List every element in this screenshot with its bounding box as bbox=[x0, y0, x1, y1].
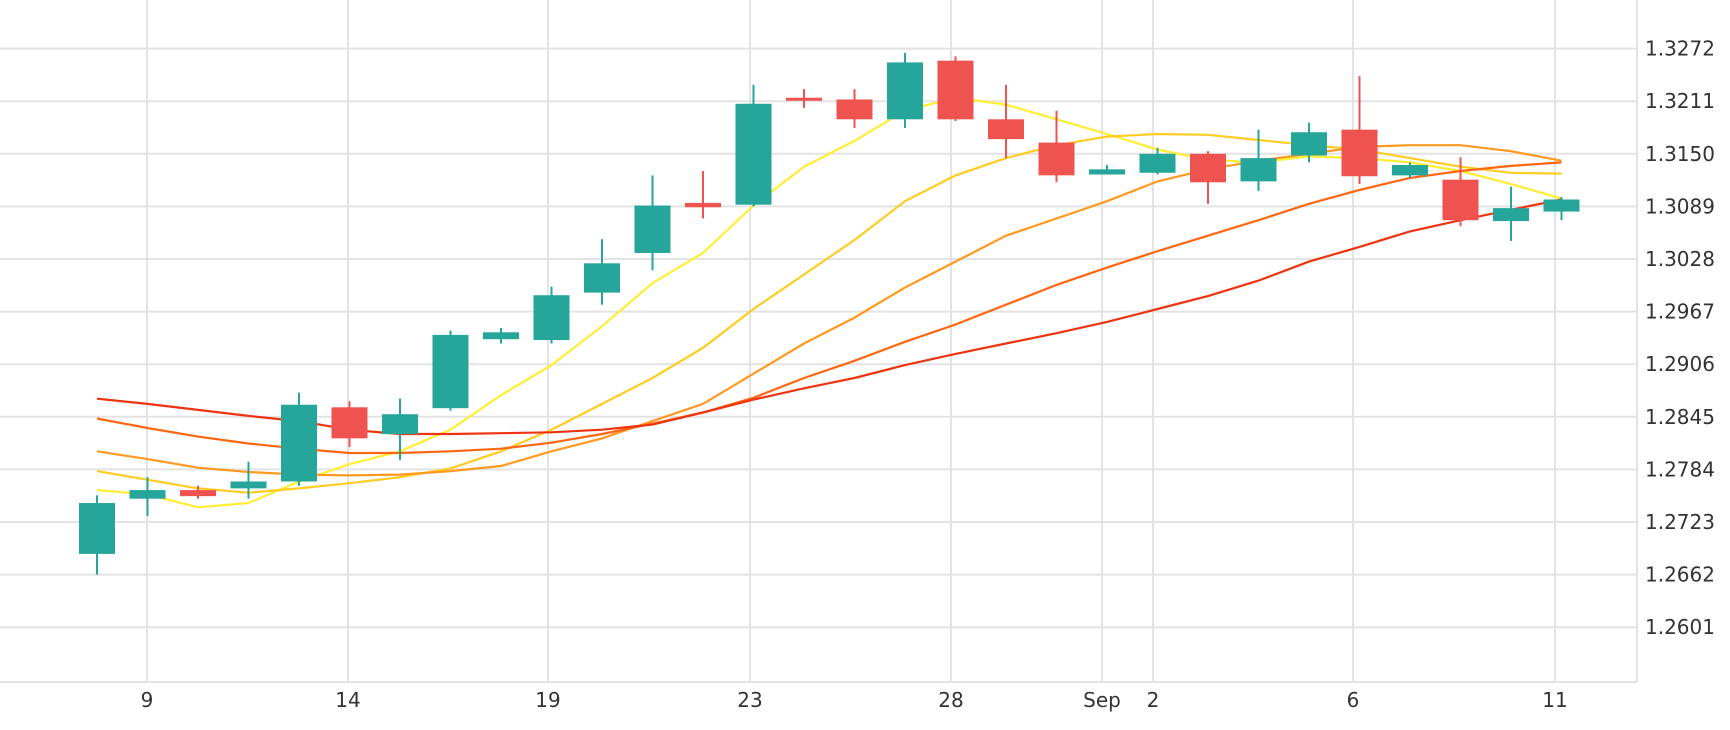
x-tick-label: 14 bbox=[335, 688, 360, 712]
candle-body bbox=[634, 205, 671, 253]
candle-body bbox=[887, 62, 923, 120]
candle-body bbox=[281, 404, 317, 482]
y-tick-label: 1.2723 bbox=[1645, 510, 1715, 534]
candle-body bbox=[432, 334, 469, 409]
candle bbox=[1493, 186, 1529, 241]
candle-body bbox=[483, 332, 519, 340]
candle-body bbox=[1493, 208, 1529, 222]
candle-body bbox=[1291, 132, 1327, 156]
candle-body bbox=[1240, 158, 1277, 182]
candle-body bbox=[584, 263, 620, 293]
candle-body bbox=[988, 119, 1024, 140]
x-tick-label: 6 bbox=[1347, 688, 1360, 712]
candle-body bbox=[685, 202, 721, 208]
candle-body bbox=[533, 295, 570, 341]
candle-body bbox=[1038, 142, 1075, 176]
y-tick-label: 1.3272 bbox=[1645, 37, 1715, 61]
x-tick-label: Sep bbox=[1083, 688, 1121, 712]
candle bbox=[887, 52, 923, 128]
candle bbox=[1291, 122, 1327, 163]
candle bbox=[281, 392, 317, 486]
y-tick-label: 1.3211 bbox=[1645, 89, 1715, 113]
x-axis: 9 14 19 23 28 Sep 2 6 11 bbox=[141, 688, 1568, 712]
candles bbox=[79, 52, 1580, 575]
candle bbox=[382, 398, 418, 460]
candle-body bbox=[331, 407, 368, 439]
y-tick-label: 1.3028 bbox=[1645, 247, 1715, 271]
candle bbox=[1038, 110, 1075, 183]
x-tick-label: 2 bbox=[1147, 688, 1160, 712]
candle bbox=[1089, 165, 1125, 175]
x-tick-label: 23 bbox=[737, 688, 762, 712]
candle bbox=[1341, 76, 1378, 184]
candle-body bbox=[230, 481, 267, 489]
candle bbox=[988, 84, 1024, 159]
candle bbox=[836, 89, 873, 128]
candle bbox=[584, 239, 620, 305]
y-tick-label: 1.3089 bbox=[1645, 194, 1715, 218]
candle bbox=[1442, 157, 1479, 227]
candle-body bbox=[129, 490, 166, 499]
y-tick-label: 1.3150 bbox=[1645, 142, 1715, 166]
candle bbox=[533, 286, 570, 344]
candle-body bbox=[937, 60, 974, 120]
candle-body bbox=[1442, 179, 1479, 221]
candle-body bbox=[1139, 153, 1176, 173]
candle bbox=[129, 477, 166, 516]
y-tick-label: 1.2845 bbox=[1645, 405, 1715, 429]
y-tick-label: 1.2601 bbox=[1645, 615, 1715, 639]
y-tick-label: 1.2967 bbox=[1645, 300, 1715, 324]
candle bbox=[1190, 151, 1226, 204]
candle bbox=[1240, 129, 1277, 191]
candle-body bbox=[1543, 199, 1580, 212]
grid bbox=[0, 0, 1638, 683]
moving-average-line bbox=[96, 161, 1562, 455]
candle bbox=[1543, 196, 1580, 221]
candle-body bbox=[1392, 165, 1428, 176]
candle-body bbox=[180, 490, 216, 497]
candle bbox=[786, 89, 822, 109]
candle-body bbox=[1190, 153, 1226, 183]
candle-body bbox=[735, 103, 772, 205]
candle bbox=[735, 84, 772, 207]
y-tick-label: 1.2662 bbox=[1645, 563, 1715, 587]
candle-body bbox=[836, 99, 873, 120]
candle-body bbox=[1089, 169, 1125, 175]
candle bbox=[230, 461, 267, 499]
candle bbox=[685, 171, 721, 219]
candle bbox=[180, 485, 216, 499]
moving-average-line bbox=[96, 198, 1562, 436]
y-axis: 1.3272 1.3211 1.3150 1.3089 1.3028 1.2967 1.29… bbox=[1645, 37, 1715, 640]
candle bbox=[937, 56, 974, 122]
candle bbox=[1139, 147, 1176, 175]
candle-body bbox=[382, 414, 418, 435]
candle bbox=[79, 495, 115, 575]
y-tick-label: 1.2784 bbox=[1645, 457, 1715, 481]
candle bbox=[331, 401, 368, 447]
candle-body bbox=[79, 503, 115, 554]
x-tick-label: 9 bbox=[141, 688, 154, 712]
candle bbox=[1392, 162, 1428, 178]
moving-average-line bbox=[96, 96, 1562, 509]
y-tick-label: 1.2906 bbox=[1645, 352, 1715, 376]
x-tick-label: 19 bbox=[535, 688, 560, 712]
candle bbox=[432, 330, 469, 411]
x-tick-label: 28 bbox=[938, 688, 963, 712]
x-tick-label: 11 bbox=[1542, 688, 1567, 712]
candle-body bbox=[786, 97, 822, 101]
candle bbox=[483, 327, 519, 344]
candle bbox=[634, 175, 671, 271]
candle-body bbox=[1341, 129, 1378, 177]
